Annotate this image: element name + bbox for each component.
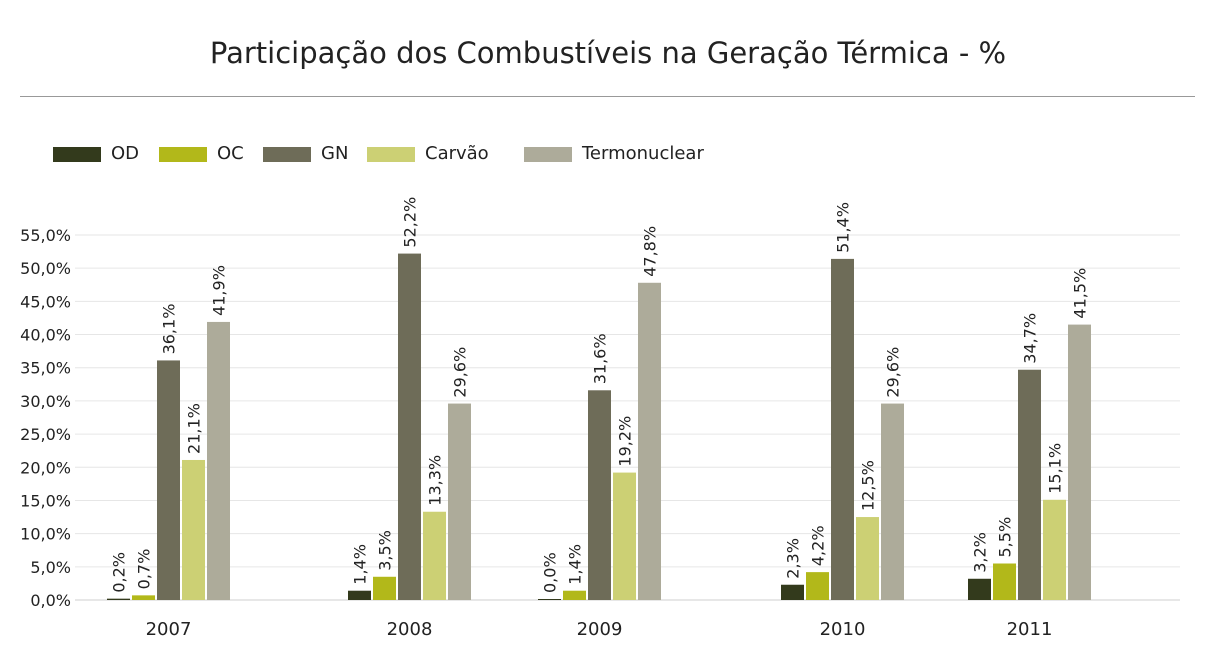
data-label: 15,1% bbox=[1046, 443, 1065, 494]
y-tick-label: 10,0% bbox=[20, 525, 71, 544]
y-tick-label: 55,0% bbox=[20, 226, 71, 245]
data-label: 51,4% bbox=[834, 202, 853, 253]
data-label: 0,7% bbox=[135, 549, 154, 590]
data-label: 4,2% bbox=[809, 525, 828, 566]
y-tick-label: 25,0% bbox=[20, 425, 71, 444]
y-tick-label: 30,0% bbox=[20, 392, 71, 411]
y-tick-label: 0,0% bbox=[30, 591, 71, 610]
bar bbox=[613, 472, 636, 600]
bar bbox=[831, 258, 854, 600]
x-tick-label: 2010 bbox=[820, 619, 866, 640]
data-label: 36,1% bbox=[160, 304, 179, 355]
legend-label-carvao: Carvão bbox=[425, 143, 489, 164]
legend-swatch-gn bbox=[263, 147, 311, 162]
data-label: 21,1% bbox=[185, 403, 204, 454]
legend-swatch-oc bbox=[159, 147, 207, 162]
x-tick-label: 2009 bbox=[577, 619, 623, 640]
data-label: 47,8% bbox=[641, 226, 660, 277]
bar bbox=[856, 517, 879, 600]
bar bbox=[638, 282, 661, 600]
data-label: 0,0% bbox=[541, 552, 560, 593]
bar bbox=[806, 572, 829, 600]
legend-label-oc: OC bbox=[217, 143, 244, 164]
bar bbox=[968, 578, 991, 600]
y-tick-label: 20,0% bbox=[20, 458, 71, 477]
bar bbox=[132, 595, 155, 600]
data-label: 2,3% bbox=[784, 538, 803, 579]
data-label: 0,2% bbox=[110, 552, 129, 593]
legend-label-termonuclear: Termonuclear bbox=[582, 143, 704, 164]
data-label: 34,7% bbox=[1021, 313, 1040, 364]
bar bbox=[398, 253, 421, 600]
bar bbox=[1018, 369, 1041, 600]
title-divider bbox=[20, 96, 1195, 97]
bar bbox=[538, 599, 561, 600]
legend-swatch-carvao bbox=[367, 147, 415, 162]
bar bbox=[107, 598, 130, 600]
data-label: 3,5% bbox=[376, 530, 395, 571]
legend-label-od: OD bbox=[111, 143, 140, 164]
data-label: 29,6% bbox=[451, 347, 470, 398]
y-tick-label: 5,0% bbox=[30, 558, 71, 577]
bar bbox=[157, 360, 180, 600]
data-label: 5,5% bbox=[996, 517, 1015, 558]
legend-swatch-od bbox=[53, 147, 101, 162]
x-tick-label: 2011 bbox=[1007, 619, 1053, 640]
bar bbox=[448, 403, 471, 600]
x-tick-label: 2008 bbox=[387, 619, 433, 640]
data-label: 41,9% bbox=[210, 265, 229, 316]
y-tick-label: 50,0% bbox=[20, 259, 71, 278]
bar bbox=[1043, 499, 1066, 600]
bar bbox=[993, 563, 1016, 600]
y-tick-label: 40,0% bbox=[20, 326, 71, 345]
bar bbox=[1068, 324, 1091, 600]
data-label: 1,4% bbox=[351, 544, 370, 585]
bar bbox=[781, 584, 804, 600]
bar bbox=[881, 403, 904, 600]
bar bbox=[373, 576, 396, 600]
y-tick-label: 15,0% bbox=[20, 491, 71, 510]
data-label: 1,4% bbox=[566, 544, 585, 585]
bar bbox=[348, 590, 371, 600]
bar bbox=[588, 390, 611, 600]
chart-title: Participação dos Combustíveis na Geração… bbox=[209, 36, 1007, 70]
legend-swatch-termonuclear bbox=[524, 147, 572, 162]
bar bbox=[207, 321, 230, 600]
bar bbox=[423, 511, 446, 600]
data-label: 12,5% bbox=[859, 460, 878, 511]
data-label: 31,6% bbox=[591, 333, 610, 384]
x-tick-label: 2007 bbox=[146, 619, 192, 640]
legend-label-gn: GN bbox=[321, 143, 349, 164]
bar bbox=[563, 590, 586, 600]
data-label: 29,6% bbox=[884, 347, 903, 398]
y-tick-label: 35,0% bbox=[20, 359, 71, 378]
data-label: 52,2% bbox=[401, 197, 420, 248]
bar bbox=[182, 459, 205, 600]
data-label: 19,2% bbox=[616, 416, 635, 467]
data-label: 41,5% bbox=[1071, 268, 1090, 319]
y-tick-label: 45,0% bbox=[20, 292, 71, 311]
data-label: 3,2% bbox=[971, 532, 990, 573]
data-label: 13,3% bbox=[426, 455, 445, 506]
